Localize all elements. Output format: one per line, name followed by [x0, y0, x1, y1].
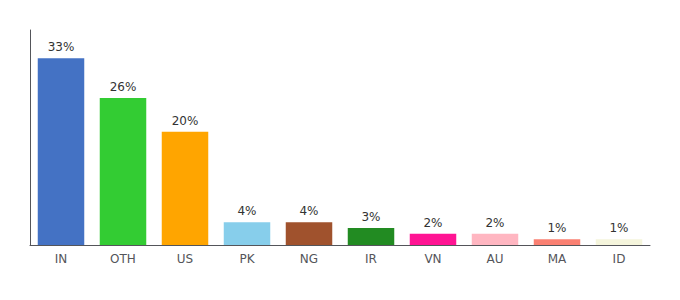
svg-text:IN: IN — [55, 252, 68, 266]
svg-text:20%: 20% — [172, 114, 199, 128]
svg-text:33%: 33% — [48, 40, 75, 54]
svg-text:4%: 4% — [237, 204, 256, 218]
svg-text:IR: IR — [365, 252, 377, 266]
svg-text:1%: 1% — [609, 221, 628, 235]
svg-text:OTH: OTH — [110, 252, 136, 266]
svg-text:ID: ID — [613, 252, 626, 266]
svg-text:AU: AU — [487, 252, 504, 266]
svg-text:VN: VN — [424, 252, 441, 266]
svg-text:1%: 1% — [547, 221, 566, 235]
svg-text:3%: 3% — [361, 210, 380, 224]
svg-text:PK: PK — [239, 252, 255, 266]
svg-text:2%: 2% — [423, 216, 442, 230]
svg-text:4%: 4% — [299, 204, 318, 218]
svg-text:26%: 26% — [110, 80, 137, 94]
svg-text:MA: MA — [548, 252, 567, 266]
svg-text:2%: 2% — [485, 216, 504, 230]
svg-text:US: US — [177, 252, 193, 266]
svg-text:NG: NG — [300, 252, 318, 266]
